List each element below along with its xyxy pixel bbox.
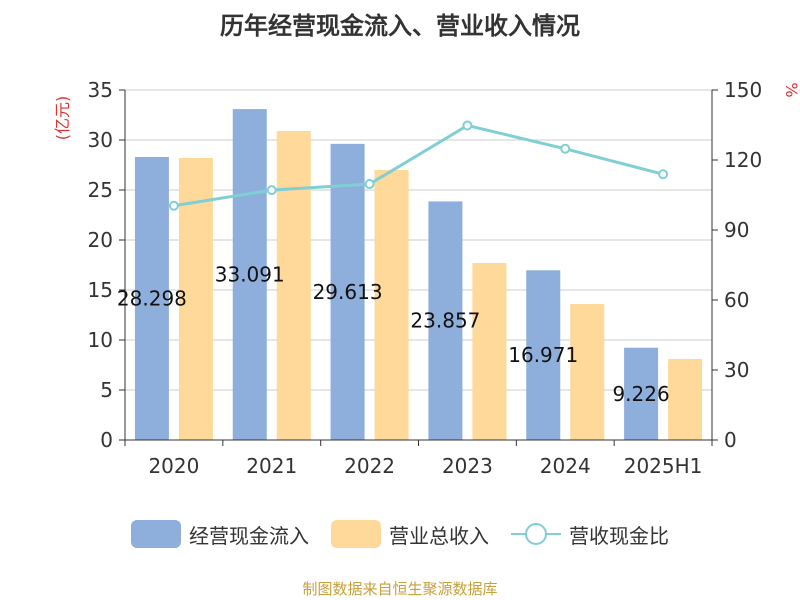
y-left-tick-label: 5: [100, 378, 113, 402]
ratio-line-layer: [168, 120, 669, 211]
data-labels: 28.298 33.091 29.613 23.857 16.971 9.226: [117, 263, 670, 406]
y-left-tick-label: 35: [88, 78, 113, 102]
y-right-tick-label: 90: [724, 218, 749, 242]
bar-cash-inflow: [428, 201, 463, 440]
ratio-point: [364, 179, 375, 190]
y-left-tick-label: 15: [88, 278, 113, 302]
x-tick-label: 2023: [442, 454, 493, 478]
legend-swatch-cash-inflow: [131, 520, 181, 548]
x-tick-label: 2021: [246, 454, 297, 478]
ratio-point: [560, 143, 571, 154]
x-tick-label: 2025H1: [624, 454, 703, 478]
axes: 0 5 10 15 20 25 30 35 0 30 60 90 120 150 (亿元)% 2020 2021…: [53, 78, 800, 478]
bar-revenue: [570, 304, 605, 440]
ratio-point: [266, 185, 277, 196]
bar-cash-inflow: [624, 347, 659, 440]
data-label-cash-inflow: 23.857: [410, 309, 480, 333]
ratio-line: [173, 123, 664, 208]
bar-revenue: [374, 170, 409, 440]
legend-label-ratio: 营收现金比: [569, 523, 669, 548]
ratio-point: [168, 200, 179, 211]
y-right-tick-label: 30: [724, 358, 749, 382]
data-label-cash-inflow: 29.613: [313, 280, 383, 304]
y-left-tick-label: 10: [88, 328, 113, 352]
legend-item-ratio[interactable]: 营收现金比: [511, 520, 669, 549]
legend-item-cash-inflow[interactable]: 经营现金流入: [131, 520, 309, 549]
bar-revenue: [668, 359, 703, 440]
grid-lines: [125, 89, 712, 391]
chart-title: 历年经营现金流入、营业收入情况: [220, 12, 580, 40]
y-left-tick-label: 20: [88, 228, 113, 252]
data-label-cash-inflow: 28.298: [117, 287, 187, 311]
ratio-point: [658, 169, 669, 180]
legend: 经营现金流入 营业总收入 营收现金比: [0, 518, 800, 550]
legend-swatch-revenue: [331, 520, 381, 548]
bar-cash-inflow: [134, 157, 169, 440]
bar-cash-inflow: [330, 143, 365, 440]
bar-revenue: [472, 263, 507, 440]
y-right-tick-label: 0: [724, 428, 737, 452]
y-left-tick-label: 25: [88, 178, 113, 202]
legend-label-cash-inflow: 经营现金流入: [189, 523, 309, 548]
data-label-cash-inflow: 33.091: [215, 263, 285, 287]
x-tick-label: 2020: [148, 454, 199, 478]
y-right-axis-title: %: [782, 82, 800, 97]
data-label-cash-inflow: 16.971: [508, 343, 578, 367]
x-tick-label: 2022: [344, 454, 395, 478]
x-tick-label: 2024: [540, 454, 591, 478]
y-left-tick-label: 0: [100, 428, 113, 452]
y-right-tick-label: 60: [724, 288, 749, 312]
bar-revenue: [276, 131, 311, 440]
y-right-tick-label: 150: [724, 78, 762, 102]
y-left-tick-label: 30: [88, 128, 113, 152]
ratio-point: [462, 120, 473, 131]
y-left-axis-title: (亿元): [53, 96, 72, 141]
source-note: 制图数据来自恒生聚源数据库: [302, 580, 498, 598]
legend-item-revenue[interactable]: 营业总收入: [331, 520, 489, 549]
y-right-tick-label: 120: [724, 148, 762, 172]
legend-swatch-ratio: [511, 523, 561, 545]
bar-cash-inflow: [526, 270, 561, 440]
bar-cash-inflow: [232, 109, 267, 440]
data-label-cash-inflow: 9.226: [612, 382, 669, 406]
legend-label-revenue: 营业总收入: [389, 523, 489, 548]
bars: [134, 109, 703, 440]
